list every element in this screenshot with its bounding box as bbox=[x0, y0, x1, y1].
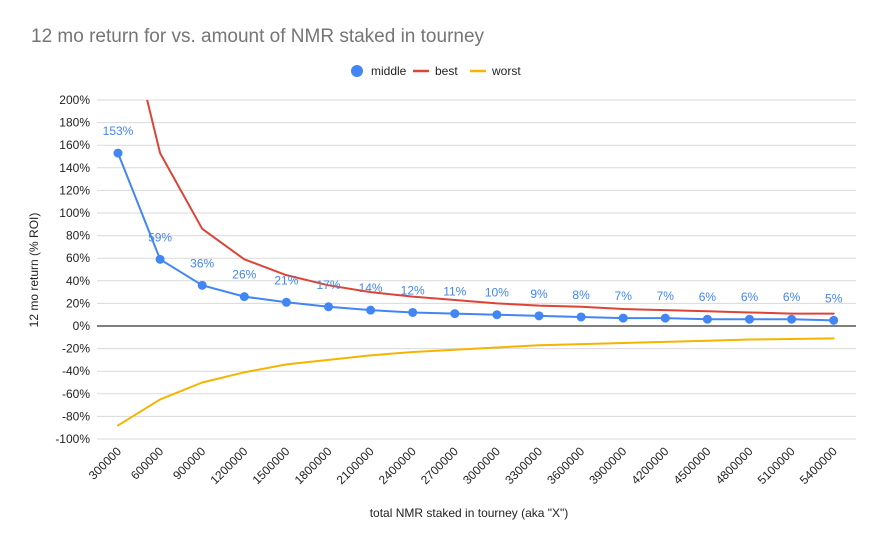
data-label: 26% bbox=[232, 268, 256, 282]
data-label: 36% bbox=[190, 256, 214, 270]
data-label: 6% bbox=[699, 290, 717, 304]
x-tick-label: 900000 bbox=[170, 444, 208, 482]
x-tick-label: 5400000 bbox=[797, 444, 840, 487]
data-label: 8% bbox=[572, 288, 590, 302]
data-label: 12% bbox=[401, 283, 425, 297]
x-axis-ticks: 300000 600000 900000 1200000 1500000 1800000 2… bbox=[86, 444, 840, 487]
data-label: 6% bbox=[741, 290, 759, 304]
x-tick-label: 2100000 bbox=[334, 444, 377, 487]
data-point bbox=[534, 311, 544, 321]
data-label: 14% bbox=[359, 281, 383, 295]
data-label: 21% bbox=[274, 273, 298, 287]
x-tick-label: 4200000 bbox=[628, 444, 671, 487]
data-point bbox=[450, 309, 460, 319]
y-tick-label: 80% bbox=[66, 229, 90, 243]
data-point bbox=[829, 315, 839, 325]
x-tick-label: 1200000 bbox=[207, 444, 250, 487]
y-axis-ticks: -100% -80% -60% -40% -20% 0% 20% 40% 60% 80% 100% 1… bbox=[55, 93, 90, 446]
y-tick-label: 200% bbox=[59, 93, 90, 107]
data-point bbox=[113, 148, 123, 158]
data-label: 17% bbox=[316, 278, 340, 292]
data-label: 11% bbox=[443, 285, 466, 299]
data-point bbox=[408, 307, 418, 317]
x-tick-label: 3300000 bbox=[502, 444, 545, 487]
x-tick-label: 5100000 bbox=[755, 444, 798, 487]
data-label: 59% bbox=[148, 230, 172, 244]
data-point bbox=[492, 310, 502, 320]
y-tick-label: -60% bbox=[62, 387, 90, 401]
x-tick-label: 4500000 bbox=[671, 444, 714, 487]
y-tick-label: 20% bbox=[66, 296, 90, 310]
y-tick-label: 40% bbox=[66, 274, 90, 288]
x-tick-label: 2700000 bbox=[418, 444, 461, 487]
series-layer bbox=[113, 100, 839, 427]
data-point bbox=[366, 305, 376, 315]
y-axis-title: 12 mo return (% ROI) bbox=[27, 213, 41, 328]
x-tick-label: 1800000 bbox=[292, 444, 335, 487]
x-tick-label: 1500000 bbox=[250, 444, 293, 487]
data-label: 5% bbox=[825, 291, 843, 305]
series-line-best bbox=[146, 100, 835, 315]
data-point bbox=[576, 312, 586, 322]
y-tick-label: 60% bbox=[66, 251, 90, 265]
y-tick-label: 160% bbox=[59, 138, 90, 152]
y-tick-label: 0% bbox=[73, 319, 91, 333]
x-tick-label: 4800000 bbox=[713, 444, 756, 487]
data-label: 9% bbox=[530, 287, 548, 301]
series-line-worst bbox=[117, 337, 835, 427]
x-tick-label: 300000 bbox=[86, 444, 124, 482]
y-tick-label: 140% bbox=[59, 161, 90, 175]
data-point bbox=[197, 280, 207, 290]
legend: middle best worst bbox=[351, 64, 521, 78]
data-label: 7% bbox=[615, 289, 633, 303]
x-tick-label: 3000000 bbox=[460, 444, 503, 487]
data-label: 153% bbox=[103, 124, 134, 138]
chart-title: 12 mo return for vs. amount of NMR stake… bbox=[31, 26, 485, 47]
y-tick-label: 180% bbox=[59, 116, 90, 130]
data-point bbox=[239, 292, 249, 302]
legend-label-best: best bbox=[435, 64, 458, 78]
data-point bbox=[618, 313, 628, 323]
data-point bbox=[745, 314, 754, 324]
y-tick-label: -20% bbox=[62, 342, 90, 356]
y-tick-label: -80% bbox=[62, 409, 90, 423]
series-line-middle bbox=[117, 152, 835, 322]
data-label: 10% bbox=[485, 286, 509, 300]
data-point bbox=[702, 314, 712, 324]
y-tick-label: -100% bbox=[55, 432, 90, 446]
legend-label-worst: worst bbox=[491, 64, 521, 78]
legend-label-middle: middle bbox=[371, 64, 407, 78]
data-point bbox=[660, 313, 670, 323]
y-tick-label: -40% bbox=[62, 364, 90, 378]
y-tick-label: 100% bbox=[59, 206, 90, 220]
data-label-layer: 153% 59% 36% 26% 21% 17% 14% 12% 11% 10% 9% 8% 7% 7% 6… bbox=[103, 124, 843, 305]
x-tick-label: 2400000 bbox=[376, 444, 419, 487]
x-tick-label: 3900000 bbox=[586, 444, 629, 487]
data-point bbox=[324, 302, 333, 312]
data-label: 6% bbox=[783, 290, 801, 304]
x-tick-label: 3600000 bbox=[544, 444, 587, 487]
data-point bbox=[281, 297, 291, 307]
legend-marker-middle bbox=[351, 65, 363, 77]
data-label: 7% bbox=[657, 289, 675, 303]
data-point bbox=[787, 314, 797, 324]
x-axis-title: total NMR staked in tourney (aka "X") bbox=[370, 506, 569, 520]
y-tick-label: 120% bbox=[59, 183, 90, 197]
data-point bbox=[155, 254, 165, 264]
x-tick-label: 600000 bbox=[128, 444, 166, 482]
gridlines bbox=[97, 99, 856, 440]
